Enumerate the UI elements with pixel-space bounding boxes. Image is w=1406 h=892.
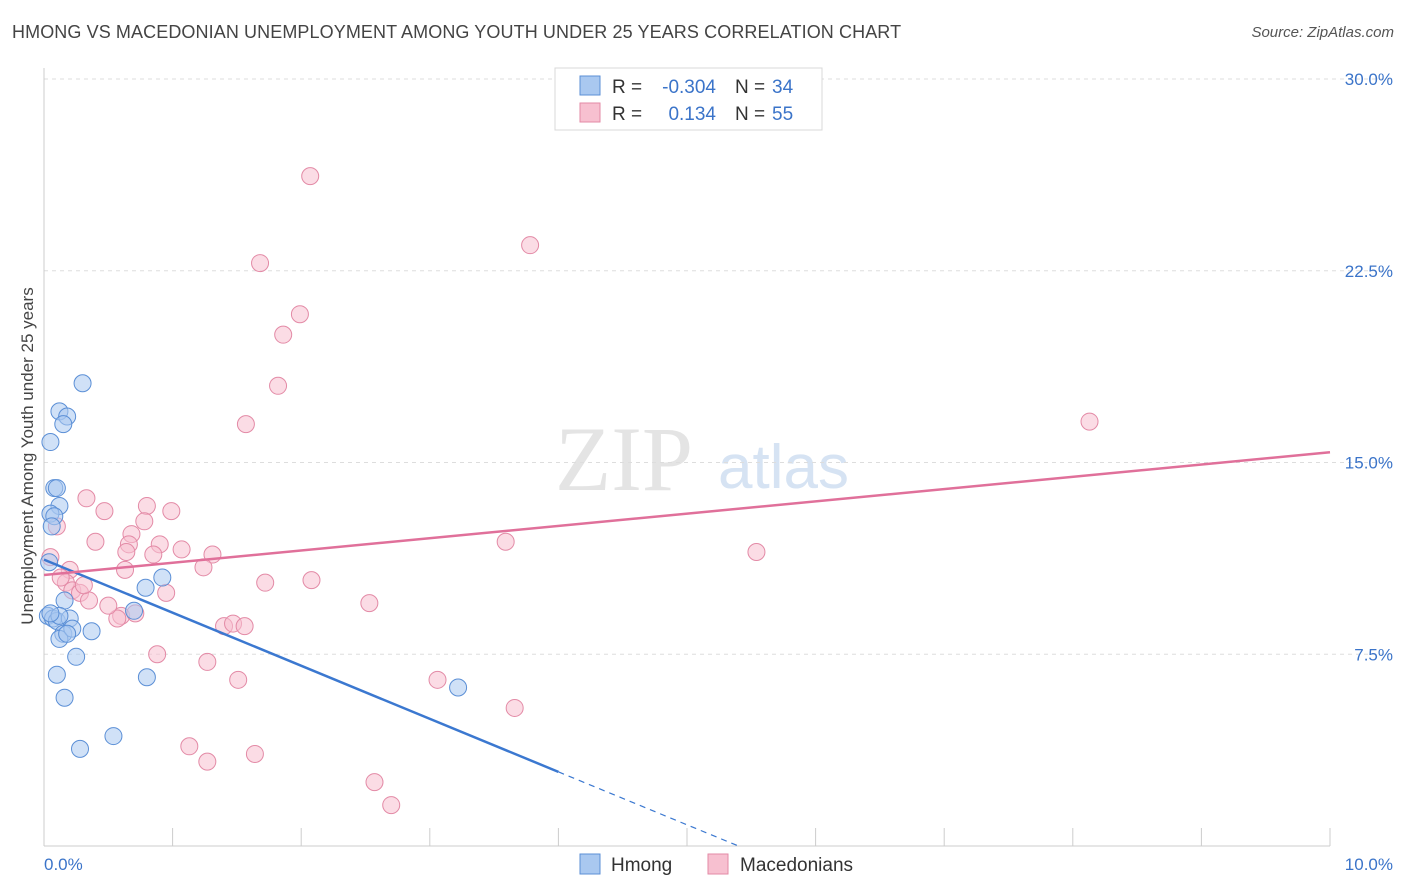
- macedonians-point-5: [269, 376, 288, 395]
- hmong-point-29: [449, 678, 468, 697]
- macedonians-point-33: [256, 573, 275, 592]
- hmong-point-3: [54, 415, 73, 434]
- x-tick-label-min: 0.0%: [44, 855, 83, 874]
- macedonians-point-21: [172, 540, 191, 559]
- macedonians-point-12: [135, 512, 154, 531]
- macedonians-point-20: [144, 545, 163, 564]
- hmong-point-32: [41, 604, 60, 623]
- hmong-point-22: [55, 688, 74, 707]
- macedonians-point-45: [505, 698, 524, 717]
- y-tick-labels: 7.5% 15.0% 22.5% 30.0%: [1345, 70, 1393, 664]
- trend-lines: [43, 451, 1331, 847]
- legend-n-label-1: N =: [735, 77, 765, 98]
- hmong-point-21: [47, 665, 66, 684]
- hmong-point-20: [67, 647, 86, 666]
- macedonians-point-44: [428, 670, 447, 689]
- macedonians-point-40: [235, 617, 254, 636]
- macedonians-point-9: [95, 502, 114, 521]
- hmong-trend-line: [43, 558, 559, 774]
- macedonians-point-47: [198, 752, 217, 771]
- hmong-point-4: [73, 374, 92, 393]
- macedonians-point-48: [245, 744, 264, 763]
- macedonians-point-42: [198, 652, 217, 671]
- bottom-legend: Hmong Macedonians: [579, 853, 853, 876]
- bottom-legend-label-hmong: Hmong: [611, 855, 672, 876]
- hmong-trend-extension: [558, 771, 739, 847]
- macedonians-point-8: [77, 489, 96, 508]
- y-axis-label: Unemployment Among Youth under 25 years: [18, 287, 37, 624]
- hmong-points: [38, 374, 468, 758]
- macedonians-point-7: [1080, 412, 1099, 431]
- legend-swatch-macedonians: [579, 102, 601, 123]
- legend-n-value-1: 34: [772, 77, 794, 98]
- macedonians-point-0: [301, 167, 320, 186]
- hmong-point-30: [55, 591, 74, 610]
- macedonians-point-36: [108, 609, 127, 628]
- macedonians-point-3: [290, 305, 309, 324]
- macedonians-point-24: [747, 542, 766, 561]
- macedonians-point-31: [80, 591, 99, 610]
- macedonians-point-6: [236, 415, 255, 434]
- macedonians-trend-line: [43, 451, 1331, 577]
- legend-swatch-hmong: [579, 75, 601, 96]
- watermark-atlas: atlas: [718, 433, 849, 502]
- y-tick-label-0: 7.5%: [1354, 645, 1393, 664]
- hmong-point-10: [42, 517, 61, 536]
- y-tick-label-2: 22.5%: [1345, 262, 1393, 281]
- stats-legend: R = -0.304 N = 34 R = 0.134 N = 55: [554, 67, 823, 131]
- macedonians-point-1: [521, 236, 540, 255]
- y-tick-label-1: 15.0%: [1345, 454, 1393, 473]
- macedonians-point-10: [137, 496, 156, 515]
- y-tick-label-3: 30.0%: [1345, 70, 1393, 89]
- legend-r-label-1: R =: [612, 77, 642, 98]
- legend-r-label-2: R =: [612, 104, 642, 125]
- macedonians-point-32: [157, 583, 176, 602]
- macedonians-point-2: [251, 254, 270, 273]
- x-ticks: [43, 828, 1331, 846]
- macedonians-point-11: [162, 502, 181, 521]
- macedonians-point-19: [117, 542, 136, 561]
- macedonians-point-49: [365, 773, 384, 792]
- hmong-point-25: [125, 601, 144, 620]
- hmong-point-26: [137, 668, 156, 687]
- x-tick-label-max: 10.0%: [1345, 855, 1393, 874]
- hmong-point-33: [58, 624, 77, 643]
- macedonians-point-26: [116, 560, 135, 579]
- hmong-point-19: [82, 622, 101, 641]
- hmong-point-27: [136, 578, 155, 597]
- bottom-legend-swatch-macedonians: [707, 853, 729, 875]
- macedonians-point-41: [148, 645, 167, 664]
- macedonians-points: [41, 167, 1099, 815]
- legend-n-label-2: N =: [735, 104, 765, 125]
- hmong-point-28: [153, 568, 172, 587]
- hmong-point-24: [104, 727, 123, 746]
- legend-n-value-2: 55: [772, 104, 793, 125]
- grid-lines: [44, 78, 1393, 655]
- chart-title: HMONG VS MACEDONIAN UNEMPLOYMENT AMONG Y…: [12, 22, 902, 42]
- macedonians-point-52: [99, 596, 118, 615]
- macedonians-point-4: [274, 325, 293, 344]
- bottom-legend-label-macedonians: Macedonians: [740, 855, 853, 876]
- macedonians-point-34: [302, 571, 321, 590]
- macedonians-point-43: [229, 670, 248, 689]
- macedonians-point-46: [180, 737, 199, 756]
- macedonians-point-37: [360, 594, 379, 613]
- macedonians-point-23: [496, 532, 515, 551]
- legend-r-value-1: -0.304: [662, 77, 716, 98]
- macedonians-point-50: [382, 796, 401, 815]
- source-label: Source: ZipAtlas.com: [1251, 24, 1394, 41]
- bottom-legend-swatch-hmong: [579, 853, 601, 875]
- legend-r-value-2: 0.134: [668, 104, 716, 125]
- hmong-point-6: [47, 479, 66, 498]
- watermark-zip: ZIP: [555, 408, 693, 510]
- hmong-point-0: [41, 433, 60, 452]
- macedonians-point-16: [86, 532, 105, 551]
- hmong-point-23: [71, 739, 90, 758]
